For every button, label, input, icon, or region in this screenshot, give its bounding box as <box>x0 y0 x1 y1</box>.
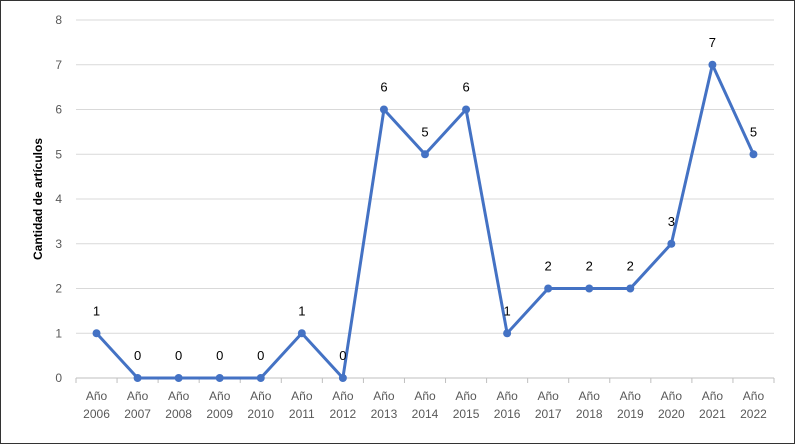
x-tick-label: 2021 <box>699 407 726 421</box>
x-tick-label: 2009 <box>206 407 233 421</box>
x-tick-label: 2016 <box>494 407 521 421</box>
x-tick-label: Año <box>455 389 477 403</box>
data-label: 0 <box>339 348 346 363</box>
data-point <box>174 374 183 382</box>
y-tick-label: 4 <box>55 192 62 206</box>
x-tick-label: 2014 <box>412 407 439 421</box>
x-tick-label: 2011 <box>289 407 315 421</box>
y-tick-label: 5 <box>55 147 62 161</box>
data-point <box>133 374 142 382</box>
x-tick-label: Año <box>86 389 108 403</box>
data-label: 0 <box>257 348 264 363</box>
data-point <box>626 284 635 293</box>
data-label: 7 <box>709 35 716 50</box>
x-tick-label: Año <box>414 389 436 403</box>
data-label: 1 <box>504 303 511 318</box>
data-point <box>708 60 717 69</box>
x-tick-label: Año <box>332 389 354 403</box>
x-tick-label: Año <box>620 389 642 403</box>
x-tick-label: Año <box>661 389 683 403</box>
data-label: 3 <box>668 214 675 229</box>
x-tick-label: Año <box>291 389 313 403</box>
data-point <box>92 329 101 338</box>
y-tick-label: 0 <box>55 371 62 385</box>
data-point <box>215 374 224 382</box>
x-tick-label: 2007 <box>124 407 151 421</box>
x-tick-label: Año <box>250 389 272 403</box>
data-label: 0 <box>134 348 141 363</box>
y-tick-label: 2 <box>55 282 62 296</box>
data-point <box>256 374 265 382</box>
y-tick-label: 1 <box>55 326 62 340</box>
data-point <box>667 239 676 248</box>
x-tick-label: 2018 <box>576 407 603 421</box>
x-tick-label: Año <box>743 389 765 403</box>
y-tick-label: 8 <box>55 13 62 27</box>
x-tick-label: Año <box>702 389 724 403</box>
data-point <box>585 284 594 293</box>
data-point <box>421 150 429 159</box>
series-line <box>95 63 755 380</box>
data-label: 0 <box>216 348 223 363</box>
x-tick-label: 2022 <box>740 407 767 421</box>
data-label: 5 <box>750 124 757 139</box>
x-tick-label: Año <box>579 389 601 403</box>
x-tick-label: Año <box>168 389 190 403</box>
data-point <box>379 105 388 114</box>
x-tick-label: 2006 <box>83 407 110 421</box>
y-axis-title: Cantidad de artículos <box>31 138 45 260</box>
y-tick-label: 3 <box>55 237 62 251</box>
y-tick-label: 6 <box>55 103 62 117</box>
data-label: 2 <box>627 259 634 274</box>
x-tick-label: 2010 <box>247 407 274 421</box>
x-tick-label: Año <box>537 389 559 403</box>
x-tick-label: 2008 <box>165 407 192 421</box>
data-point <box>503 329 512 338</box>
x-tick-label: Año <box>496 389 518 403</box>
data-point <box>338 374 347 382</box>
y-tick-label: 7 <box>55 58 62 72</box>
x-tick-label: 2017 <box>535 407 562 421</box>
data-label: 1 <box>298 303 305 318</box>
x-tick-label: Año <box>127 389 149 403</box>
data-label: 6 <box>380 80 387 95</box>
data-point <box>462 105 471 114</box>
x-tick-label: 2019 <box>617 407 644 421</box>
data-point <box>544 284 553 293</box>
data-point <box>297 329 306 338</box>
data-label: 5 <box>421 124 428 139</box>
x-tick-label: Año <box>209 389 231 403</box>
x-tick-label: Año <box>373 389 395 403</box>
data-label: 2 <box>545 259 552 274</box>
data-label: 2 <box>586 259 593 274</box>
x-tick-label: 2013 <box>371 407 398 421</box>
data-point <box>749 150 758 159</box>
x-tick-label: 2020 <box>658 407 685 421</box>
data-label: 6 <box>462 80 469 95</box>
data-label: 1 <box>93 303 100 318</box>
data-label: 0 <box>175 348 182 363</box>
x-tick-label: 2012 <box>330 407 357 421</box>
x-tick-label: 2015 <box>453 407 480 421</box>
